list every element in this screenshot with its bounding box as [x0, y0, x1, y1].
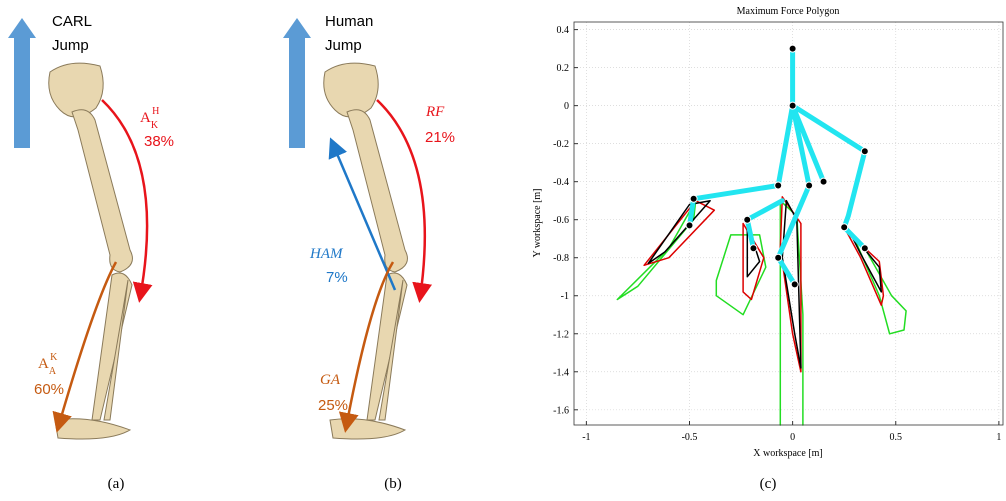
node-marker [841, 224, 848, 231]
x-axis-label: X workspace [m] [753, 448, 822, 459]
y-axis-label: Y workspace [m] [532, 188, 543, 257]
y-tick-label: -1 [561, 291, 569, 302]
y-tick-label: 0 [564, 101, 569, 112]
muscle-label: HAM [309, 246, 344, 262]
muscle-label: RF [425, 104, 445, 120]
y-tick-label: -0.6 [553, 215, 569, 226]
arrow-title: Human [325, 13, 373, 30]
caption: (b) [384, 476, 402, 492]
panel-a: CARL Jump AKH 38% AAK 60% (a) [8, 13, 174, 492]
node-marker [750, 245, 757, 252]
label-sub: A [49, 366, 57, 377]
muscle-value: 21% [425, 129, 455, 146]
label-sup: H [152, 106, 159, 117]
label-base: A [140, 110, 151, 126]
x-tick-label: -1 [582, 432, 590, 443]
node-marker [861, 148, 868, 155]
node-marker [806, 182, 813, 189]
jump-arrow [283, 18, 311, 148]
muscle-label: AKH [140, 106, 159, 131]
arrow-title: CARL [52, 13, 92, 30]
y-tick-label: -0.2 [553, 139, 569, 150]
y-tick-label: 0.2 [557, 63, 570, 74]
label-sup: K [50, 352, 58, 363]
y-tick-label: -1.6 [553, 405, 569, 416]
arrow-subtitle: Jump [325, 37, 362, 54]
node-marker [775, 254, 782, 261]
figure: CARL Jump AKH 38% AAK 60% (a) Human Jump [0, 0, 1006, 501]
caption: (c) [760, 476, 777, 492]
x-tick-label: -0.5 [682, 432, 698, 443]
y-tick-label: 0.4 [557, 25, 570, 36]
y-tick-label: -1.2 [553, 329, 569, 340]
node-marker [791, 281, 798, 288]
muscle-label: AAK [38, 352, 58, 377]
node-marker [861, 245, 868, 252]
plot-area [574, 22, 1003, 425]
label-sub: K [151, 120, 159, 131]
node-marker [686, 222, 693, 229]
y-tick-label: -1.4 [553, 367, 569, 378]
chart-title: Maximum Force Polygon [737, 6, 840, 17]
y-tick-label: -0.4 [553, 177, 569, 188]
caption: (a) [108, 476, 125, 492]
muscle-value: 38% [144, 133, 174, 150]
node-marker [789, 102, 796, 109]
y-tick-label: -0.8 [553, 253, 569, 264]
muscle-label: GA [320, 372, 341, 388]
node-marker [789, 45, 796, 52]
muscle-value: 60% [34, 381, 64, 398]
panel-c: Maximum Force Polygon X workspace [m] Y … [532, 6, 1003, 492]
x-tick-label: 0 [790, 432, 795, 443]
node-marker [690, 195, 697, 202]
node-marker [744, 216, 751, 223]
arrow-subtitle: Jump [52, 37, 89, 54]
jump-arrow [8, 18, 36, 148]
x-tick-label: 0.5 [890, 432, 903, 443]
node-marker [775, 182, 782, 189]
label-base: A [38, 356, 49, 372]
panel-b: Human Jump RF 21% HAM 7% GA 25% (b) [283, 13, 455, 492]
muscle-value: 7% [326, 269, 348, 286]
muscle-value: 25% [318, 397, 348, 414]
node-marker [820, 178, 827, 185]
x-tick-label: 1 [996, 432, 1001, 443]
